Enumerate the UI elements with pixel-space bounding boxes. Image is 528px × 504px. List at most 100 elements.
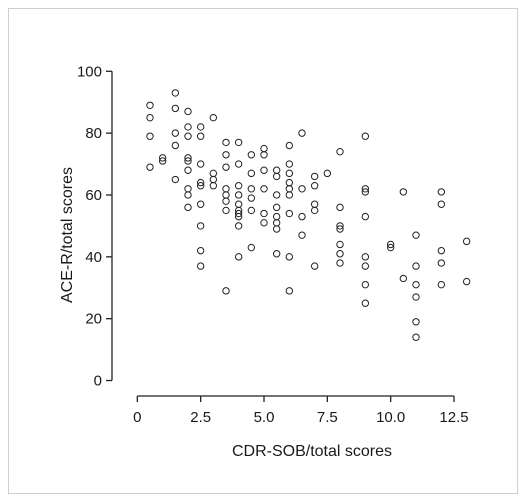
chart-frame xyxy=(8,8,518,494)
data-point xyxy=(146,113,154,122)
data-point xyxy=(184,132,192,140)
data-point xyxy=(285,160,294,168)
axes: 0 20 40 60 80 100 0 2.5 5.0 7.5 10.0 12.5 xyxy=(77,63,469,426)
data-point xyxy=(171,129,180,137)
data-point xyxy=(361,253,370,261)
data-point xyxy=(272,166,281,174)
data-point xyxy=(234,191,243,199)
data-point xyxy=(222,287,230,295)
data-point xyxy=(171,89,180,97)
data-point xyxy=(222,138,230,147)
data-point xyxy=(386,240,395,249)
data-point xyxy=(234,160,243,168)
data-point xyxy=(196,200,205,208)
x-tick-label: 10.0 xyxy=(376,409,405,426)
data-point xyxy=(222,206,230,215)
data-point xyxy=(234,212,243,221)
data-point xyxy=(184,203,192,212)
data-point xyxy=(184,154,192,162)
data-point xyxy=(146,101,154,109)
data-point xyxy=(272,191,281,199)
data-point xyxy=(412,231,420,239)
data-point xyxy=(285,185,294,193)
data-point xyxy=(336,250,344,258)
data-point xyxy=(171,175,180,184)
data-point xyxy=(260,185,268,193)
y-tick-label: 20 xyxy=(85,311,102,328)
data-point xyxy=(247,206,256,215)
data-point xyxy=(361,299,370,307)
data-point xyxy=(412,293,420,301)
data-point xyxy=(298,212,306,221)
data-points xyxy=(146,89,471,341)
data-point xyxy=(209,175,218,184)
data-point xyxy=(222,151,230,159)
data-point xyxy=(336,147,344,156)
data-point xyxy=(272,250,281,258)
data-point xyxy=(196,246,205,255)
data-point xyxy=(361,262,370,270)
data-point xyxy=(285,287,294,295)
data-point xyxy=(196,222,205,230)
data-point xyxy=(247,243,256,252)
data-point xyxy=(412,318,420,326)
data-point xyxy=(234,253,243,261)
data-point xyxy=(196,178,205,187)
data-point xyxy=(285,178,294,187)
data-point xyxy=(399,274,408,283)
data-point xyxy=(310,206,319,215)
data-point xyxy=(234,200,243,208)
data-point xyxy=(222,185,230,193)
data-point xyxy=(336,222,344,230)
data-point xyxy=(336,225,344,233)
data-point xyxy=(437,188,446,196)
data-point xyxy=(260,166,268,174)
data-point xyxy=(146,163,154,171)
data-point xyxy=(361,185,370,193)
data-point xyxy=(146,132,154,140)
data-point xyxy=(437,246,446,255)
data-point xyxy=(310,200,319,208)
y-tick-label: 0 xyxy=(94,373,102,390)
x-tick-label: 7.5 xyxy=(317,409,338,426)
data-point xyxy=(222,197,230,205)
data-point xyxy=(196,182,205,190)
data-point xyxy=(158,157,167,165)
data-point xyxy=(260,219,268,227)
data-point xyxy=(222,163,230,171)
data-point xyxy=(437,259,446,267)
data-point xyxy=(285,169,294,178)
data-point xyxy=(209,113,218,122)
x-tick-label: 2.5 xyxy=(190,409,211,426)
data-point xyxy=(323,169,332,178)
data-point xyxy=(171,141,180,150)
y-tick-label: 60 xyxy=(85,187,102,204)
data-point xyxy=(361,212,370,221)
data-point xyxy=(196,262,205,270)
data-point xyxy=(260,151,268,159)
data-point xyxy=(272,203,281,212)
data-point xyxy=(247,185,256,193)
data-point xyxy=(386,243,395,252)
data-point xyxy=(361,132,370,140)
data-point xyxy=(209,182,218,190)
data-point xyxy=(310,182,319,190)
data-point xyxy=(272,225,281,233)
data-point xyxy=(158,154,167,162)
data-point xyxy=(184,166,192,174)
y-tick-label: 40 xyxy=(85,249,102,266)
data-point xyxy=(298,231,306,239)
data-point xyxy=(412,333,420,341)
data-point xyxy=(260,209,268,218)
data-point xyxy=(272,172,281,181)
data-point xyxy=(234,182,243,190)
x-axis-title: CDR-SOB/total scores xyxy=(232,443,392,460)
data-point xyxy=(285,141,294,150)
data-point xyxy=(184,123,192,131)
data-point xyxy=(184,191,192,199)
data-point xyxy=(336,259,344,267)
data-point xyxy=(336,240,344,249)
data-point xyxy=(298,185,306,193)
data-point xyxy=(184,157,192,165)
data-point xyxy=(234,138,243,147)
